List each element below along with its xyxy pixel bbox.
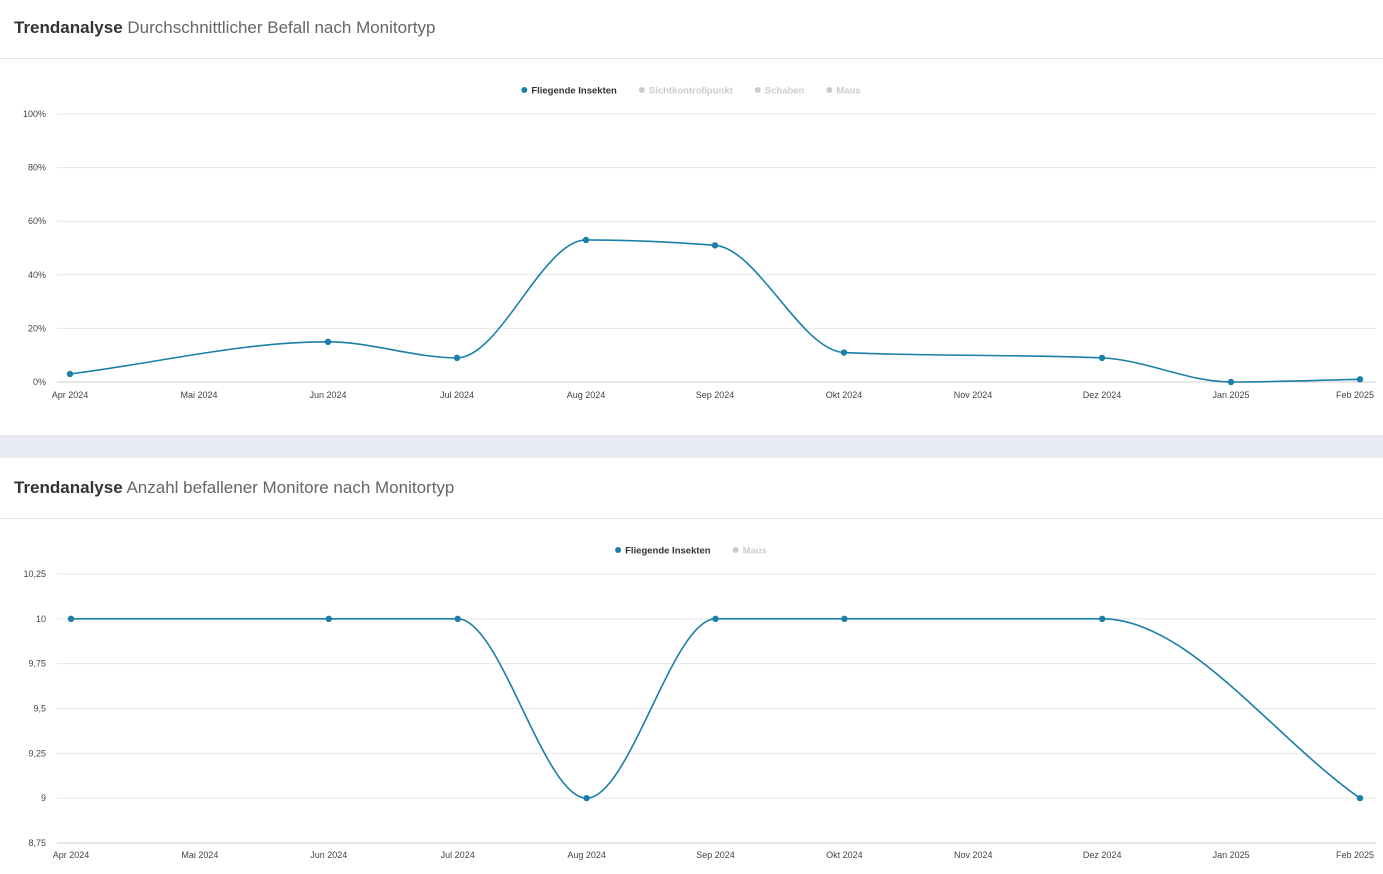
data-point[interactable] xyxy=(1356,794,1364,802)
x-tick-label: Jun 2024 xyxy=(309,390,346,400)
panel-header: Trendanalyse Durchschnittlicher Befall n… xyxy=(0,0,1383,59)
x-tick-label: Jul 2024 xyxy=(440,390,474,400)
chart-panel-infested-monitors: Trendanalyse Anzahl befallener Monitore … xyxy=(0,458,1383,874)
x-tick-label: Dez 2024 xyxy=(1083,850,1122,860)
y-tick-label: 100% xyxy=(23,109,46,119)
y-tick-label: 20% xyxy=(28,323,46,333)
legend-item-fliegende-insekten[interactable]: Fliegende Insekten xyxy=(615,546,711,557)
x-tick-label: Nov 2024 xyxy=(954,850,993,860)
legend-marker xyxy=(732,547,739,553)
x-tick-label: Aug 2024 xyxy=(567,390,606,400)
legend-item-fliegende-insekten[interactable]: Fliegende Insekten xyxy=(521,86,617,97)
x-tick-label: Nov 2024 xyxy=(954,390,993,400)
y-tick-label: 80% xyxy=(28,163,46,173)
x-tick-label: Sep 2024 xyxy=(696,850,735,860)
legend-marker xyxy=(615,547,622,553)
y-tick-label: 8,75 xyxy=(28,838,46,848)
data-point[interactable] xyxy=(1227,378,1235,386)
data-point[interactable] xyxy=(1356,376,1364,383)
x-tick-label: Jan 2025 xyxy=(1213,850,1250,860)
x-tick-label: Mai 2024 xyxy=(181,850,218,860)
x-tick-label: Feb 2025 xyxy=(1336,390,1374,400)
y-tick-label: 9,75 xyxy=(28,659,46,669)
legend-label: Sichtkontrollpunkt xyxy=(649,86,734,97)
infested-monitors-line-chart: 8,75 9 9,25 9,5 9,75 10 10,25 Apr 2024 Mai 2024 J… xyxy=(23,546,1376,860)
y-tick-label: 60% xyxy=(28,216,46,226)
x-tick-label: Okt 2024 xyxy=(826,390,863,400)
series-line-fliegende-insekten xyxy=(69,239,1361,383)
data-point[interactable] xyxy=(840,349,848,356)
data-point[interactable] xyxy=(67,615,75,623)
legend-label: Fliegende Insekten xyxy=(531,86,617,97)
x-tick-label: Mai 2024 xyxy=(180,390,217,400)
data-point[interactable] xyxy=(712,615,719,623)
x-tick-label: Jan 2025 xyxy=(1212,390,1249,400)
legend-marker xyxy=(638,87,645,93)
data-point[interactable] xyxy=(841,615,848,623)
data-point[interactable] xyxy=(325,615,332,623)
data-point[interactable] xyxy=(324,338,332,345)
x-tick-label: Dez 2024 xyxy=(1083,390,1122,400)
y-tick-label: 10 xyxy=(36,614,46,624)
panel-title-bold: Trendanalyse xyxy=(14,478,123,497)
panel-title: Trendanalyse Anzahl befallener Monitore … xyxy=(14,478,454,498)
x-tick-label: Feb 2025 xyxy=(1336,850,1374,860)
data-point[interactable] xyxy=(66,370,74,378)
legend: Fliegende Insekten Sichtkontrollpunkt Scha… xyxy=(521,86,861,97)
panel-title-bold: Trendanalyse xyxy=(14,18,123,37)
panel-separator xyxy=(0,435,1383,458)
legend-marker xyxy=(826,87,833,93)
legend-marker xyxy=(521,87,528,93)
legend: Fliegende Insekten Maus xyxy=(615,546,767,557)
y-tick-label: 0% xyxy=(33,377,46,387)
y-tick-label: 9,5 xyxy=(33,704,46,714)
data-point[interactable] xyxy=(711,242,719,249)
data-point[interactable] xyxy=(453,354,461,362)
data-point[interactable] xyxy=(1098,354,1106,362)
legend-item-schaben[interactable]: Schaben xyxy=(754,86,805,97)
y-tick-label: 40% xyxy=(28,270,46,280)
legend-label: Fliegende Insekten xyxy=(625,546,711,557)
x-tick-label: Okt 2024 xyxy=(826,850,863,860)
x-tick-label: Apr 2024 xyxy=(53,850,90,860)
chart-panel-avg-infestation: Trendanalyse Durchschnittlicher Befall n… xyxy=(0,0,1383,435)
y-tick-label: 10,25 xyxy=(23,569,46,579)
avg-infestation-line-chart: 0% 20% 40% 60% 80% 100% Apr 2024 Mai 2024 Jun 20… xyxy=(23,86,1376,400)
x-tick-label: Jun 2024 xyxy=(310,850,347,860)
x-tick-label: Jul 2024 xyxy=(441,850,475,860)
data-point[interactable] xyxy=(454,615,461,623)
y-tick-label: 9 xyxy=(41,793,46,803)
panel-title: Trendanalyse Durchschnittlicher Befall n… xyxy=(14,18,435,38)
data-point[interactable] xyxy=(582,236,590,244)
x-tick-label: Aug 2024 xyxy=(567,850,606,860)
legend-marker xyxy=(754,87,761,93)
legend-item-maus[interactable]: Maus xyxy=(826,86,861,97)
panel-title-rest: Anzahl befallener Monitore nach Monitort… xyxy=(126,478,455,497)
data-point[interactable] xyxy=(583,794,590,802)
panel-header: Trendanalyse Anzahl befallener Monitore … xyxy=(0,458,1383,519)
data-point[interactable] xyxy=(1099,615,1106,623)
legend-label: Maus xyxy=(743,546,767,557)
legend-label: Schaben xyxy=(765,86,805,97)
x-tick-label: Apr 2024 xyxy=(52,390,89,400)
panel-title-rest: Durchschnittlicher Befall nach Monitorty… xyxy=(127,18,436,37)
x-tick-label: Sep 2024 xyxy=(696,390,735,400)
legend-item-sichtkontrollpunkt[interactable]: Sichtkontrollpunkt xyxy=(638,86,734,97)
legend-label: Maus xyxy=(836,86,860,97)
y-tick-label: 9,25 xyxy=(28,748,46,758)
legend-item-maus[interactable]: Maus xyxy=(732,546,767,557)
